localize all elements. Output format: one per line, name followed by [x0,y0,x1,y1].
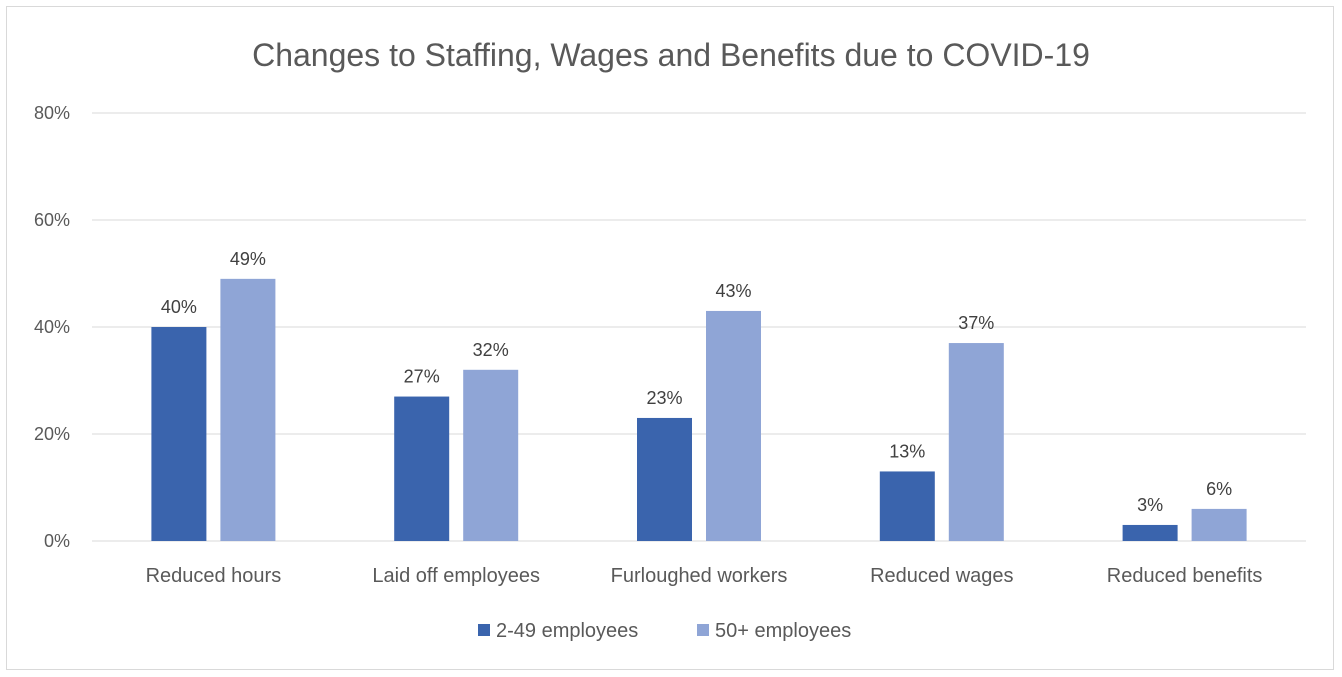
bar [463,369,519,541]
x-tick-label: Reduced wages [870,565,1013,587]
legend-swatch [478,624,490,636]
chart-title: Changes to Staffing, Wages and Benefits … [252,37,1090,73]
data-label: 23% [646,388,682,408]
y-tick-label: 0% [44,531,70,551]
gridlines [92,112,1306,542]
y-axis: 0% 20% 40% 60% 80% [34,103,70,551]
x-tick-label: Reduced hours [146,565,282,587]
bar [879,471,935,541]
bar [151,327,207,541]
bar [1191,508,1247,541]
x-tick-label: Reduced benefits [1107,565,1263,587]
y-tick-label: 40% [34,317,70,337]
data-label: 13% [889,441,925,461]
data-label: 49% [230,249,266,269]
bar [706,310,761,541]
x-tick-label: Furloughed workers [611,565,788,587]
data-label: 40% [161,297,197,317]
data-label: 3% [1137,495,1163,515]
bar [948,343,1004,541]
y-tick-label: 80% [34,103,70,123]
legend-label: 50+ employees [715,620,851,642]
data-label: 32% [473,340,509,360]
data-label: 37% [958,313,994,333]
x-tick-label: Laid off employees [372,565,540,587]
x-axis: Reduced hours Laid off employees Furloughe… [146,565,1263,587]
y-tick-label: 60% [34,210,70,230]
legend: 2-49 employees 50+ employees [478,620,851,642]
bar [637,417,692,541]
bars: 40% 49% 27% 32% 23% 43% 13% 37% 3% 6% [151,249,1247,541]
bar [1122,524,1178,541]
data-label: 6% [1206,479,1232,499]
legend-swatch [697,624,709,636]
data-label: 27% [404,367,440,387]
bar [394,396,450,541]
y-tick-label: 20% [34,424,70,444]
bar [220,278,276,541]
legend-label: 2-49 employees [496,620,638,642]
data-label: 43% [715,281,751,301]
